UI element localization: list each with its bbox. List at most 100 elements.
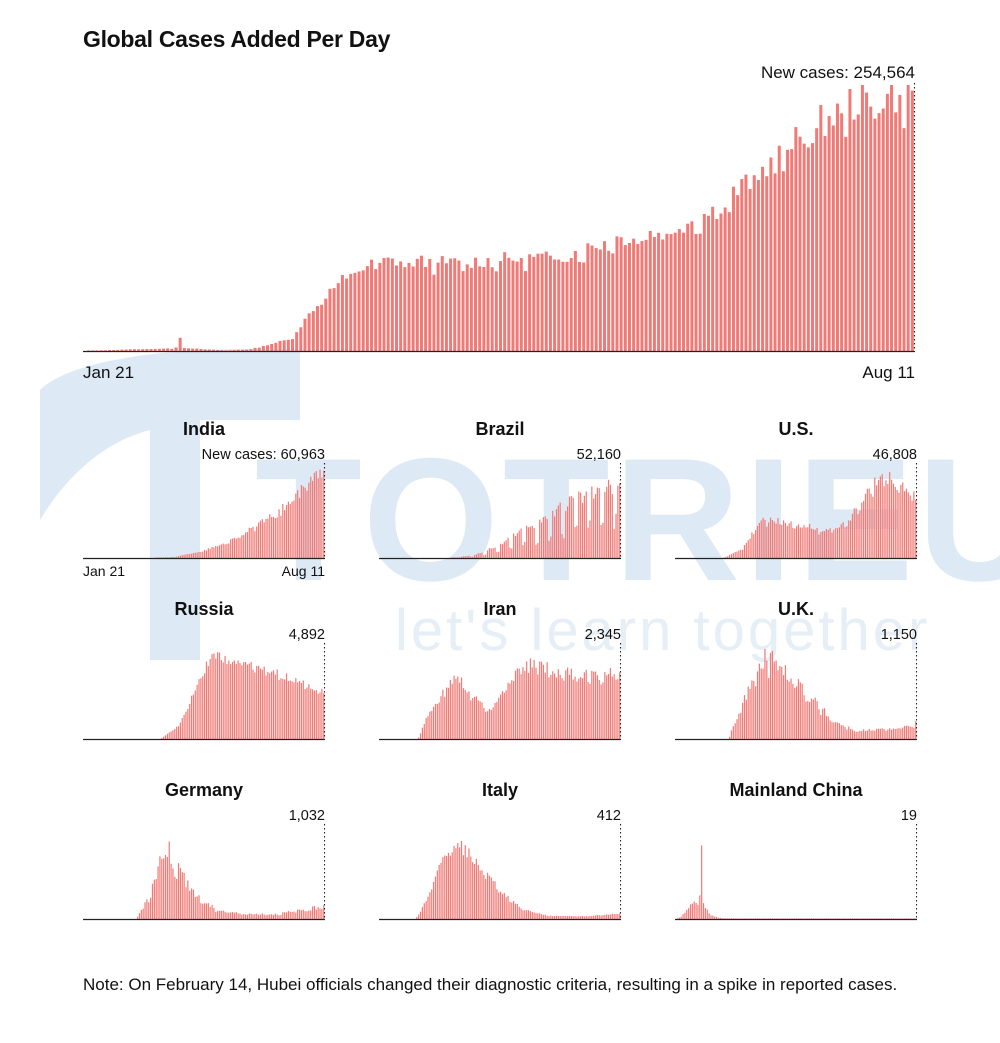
bar	[894, 918, 896, 919]
bar	[500, 694, 502, 739]
bar	[836, 918, 839, 919]
chart-brazil: 52,160 Brazil	[379, 419, 622, 560]
bar	[361, 270, 365, 351]
bar	[740, 549, 742, 558]
bar	[536, 253, 540, 351]
bar	[557, 259, 561, 351]
bar	[593, 671, 595, 739]
bar	[609, 484, 612, 558]
chart-russia: 4,892 Russia	[83, 599, 326, 741]
bar	[587, 527, 589, 558]
bar	[792, 918, 794, 919]
bar	[606, 914, 608, 919]
chart-global: New cases: 254,564 Jan 21 Aug 11	[83, 63, 916, 382]
bar	[572, 916, 574, 919]
bar	[762, 517, 764, 558]
x-tick-label-start: Jan 21	[83, 563, 125, 579]
bar	[488, 548, 491, 558]
bar	[777, 918, 779, 919]
bar	[453, 845, 455, 919]
bar	[170, 348, 174, 351]
bar	[890, 85, 894, 351]
bar	[586, 243, 590, 351]
bar	[730, 554, 733, 558]
bar	[555, 509, 558, 558]
bar	[462, 855, 464, 919]
bar	[499, 261, 502, 351]
bar	[280, 678, 282, 739]
bar	[736, 551, 738, 558]
bar	[596, 915, 599, 919]
bar	[500, 891, 502, 919]
bar	[174, 347, 178, 351]
bar	[267, 518, 269, 558]
bar	[736, 918, 738, 919]
bar	[177, 863, 180, 919]
bar	[494, 881, 496, 919]
bar	[742, 549, 744, 558]
bar	[853, 918, 855, 919]
bar	[838, 918, 841, 919]
bar	[853, 508, 855, 558]
bar	[885, 730, 887, 739]
bar	[449, 855, 451, 919]
bar	[228, 543, 230, 558]
bar	[302, 909, 304, 919]
bar	[310, 476, 312, 558]
bar	[176, 556, 178, 558]
bar	[465, 264, 469, 351]
bar	[140, 909, 142, 919]
bar	[552, 671, 554, 739]
bar	[440, 862, 442, 919]
bar	[432, 274, 436, 351]
bar	[915, 720, 917, 739]
bar	[864, 918, 867, 919]
bar	[451, 852, 453, 919]
bar	[581, 916, 584, 919]
chart-iran: 2,345 Iran	[379, 599, 622, 741]
bar	[782, 675, 785, 739]
bar	[831, 125, 835, 351]
bar	[492, 548, 494, 558]
bar	[107, 350, 111, 351]
bar	[256, 913, 258, 919]
bar	[798, 136, 802, 351]
bar	[424, 266, 428, 351]
bar	[745, 918, 747, 919]
bar	[603, 241, 606, 351]
bar	[466, 692, 468, 739]
bar	[868, 728, 870, 739]
bar	[686, 909, 688, 919]
bar	[217, 652, 219, 739]
bar	[211, 904, 213, 919]
bar	[217, 910, 219, 919]
bar	[732, 918, 734, 919]
bar	[468, 691, 470, 739]
bar	[492, 881, 494, 919]
bar	[185, 711, 187, 739]
bar	[231, 661, 234, 739]
bar	[563, 915, 565, 919]
bar	[909, 726, 911, 739]
bar	[782, 520, 785, 558]
bar	[619, 237, 623, 351]
bar	[590, 245, 594, 351]
bar	[594, 671, 597, 739]
bar	[161, 858, 163, 919]
bar	[896, 728, 898, 739]
bar	[865, 92, 869, 351]
bar	[321, 908, 323, 919]
bar	[903, 918, 906, 919]
bar	[900, 728, 902, 739]
bar	[250, 528, 252, 558]
latest-value-label: 1,032	[289, 808, 325, 824]
bar	[438, 865, 440, 919]
bar	[578, 916, 580, 919]
bar	[307, 313, 311, 351]
bar	[215, 658, 217, 739]
bar	[574, 676, 576, 739]
bar	[304, 487, 306, 558]
bar	[717, 917, 720, 919]
bar	[163, 858, 165, 919]
bar	[527, 910, 530, 919]
